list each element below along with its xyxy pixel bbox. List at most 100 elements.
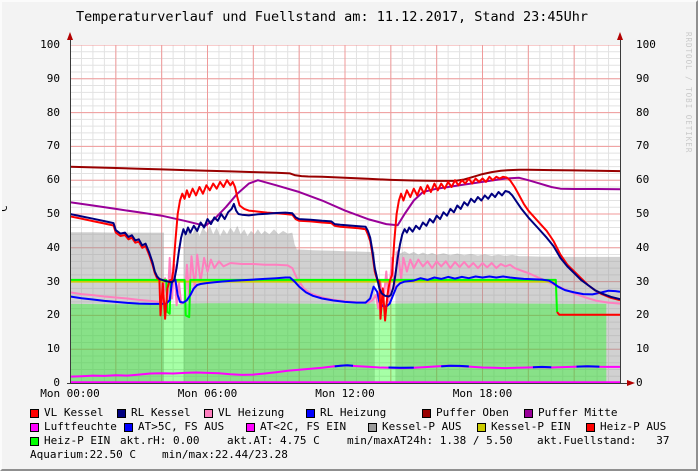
right-axis-line (620, 40, 621, 384)
legend-swatch-icon (30, 408, 39, 418)
legend-status-text: akt.AT: 4.75 C (227, 434, 347, 448)
y-tick-label-left-0: 0 (53, 376, 60, 389)
series-area-kessel-p-aus (183, 225, 375, 383)
y-tick-label-left-90: 90 (46, 71, 60, 85)
legend-label: Puffer Oben (436, 406, 509, 419)
left-axis-line (70, 40, 71, 384)
series-area-kessel-p-aus (70, 232, 164, 383)
legend-item: AT<2C, FS EIN (246, 420, 368, 434)
rrdtool-watermark: RRDTOOL / TOBI OETIKER (684, 32, 693, 154)
legend-swatch-icon (586, 422, 595, 432)
x-tick-label-18: Mon 18:00 (452, 387, 513, 400)
legend-swatch-icon (368, 422, 377, 432)
legend-label: Kessel-P EIN (491, 420, 571, 433)
series-area-kessel-p-aus (395, 251, 620, 383)
legend: VL Kessel RL Kessel VL Heizung RL Heizung Pu… (30, 406, 696, 462)
legend-swatch-icon (524, 408, 533, 418)
y-tick-label-right-80: 80 (636, 105, 650, 119)
plot-area (70, 45, 620, 383)
y-tick-label-right-50: 50 (636, 207, 650, 220)
legend-item: Heiz-P AUS (586, 420, 666, 434)
legend-label: Heiz-P AUS (600, 420, 667, 433)
legend-item: AT>5C, FS AUS (124, 420, 246, 434)
series-line-vl-kessel (70, 175, 620, 322)
legend-label: min/maxAT24h: 1.38 / 5.50 (347, 434, 513, 447)
left-axis-arrow-icon (66, 32, 73, 40)
legend-item: Puffer Oben (422, 406, 524, 420)
y-tick-label-right-100: 100 (636, 38, 656, 51)
legend-item: Kessel-P EIN (477, 420, 586, 434)
y-tick-label-right-0: 0 (636, 376, 643, 389)
legend-swatch-icon (124, 422, 133, 432)
legend-status-text: min/maxAT24h: 1.38 / 5.50 (347, 434, 537, 448)
legend-swatch-icon (117, 408, 126, 418)
legend-label: VL Kessel (44, 406, 104, 419)
legend-item: Kessel-P AUS (368, 420, 477, 434)
legend-label: Aquarium:22.50 C (30, 448, 136, 461)
legend-item: Heiz-P EIN (30, 434, 120, 448)
legend-status-text: akt.Fuellstand: 37 (537, 434, 669, 448)
y-axis-label: C (2, 205, 10, 212)
legend-label: akt.AT: 4.75 C (227, 434, 320, 447)
y-tick-label-left-70: 70 (46, 139, 60, 153)
legend-item: Puffer Mitte (524, 406, 617, 420)
series-line-puffer-mitte (70, 176, 620, 227)
y-tick-label-right-60: 60 (636, 173, 650, 187)
legend-swatch-icon (30, 422, 39, 432)
x-axis-arrow-icon (627, 379, 635, 386)
chart-canvas (70, 45, 620, 383)
series-line-rl-kessel (70, 190, 620, 301)
y-tick-label-left-10: 10 (46, 342, 60, 356)
right-axis-arrow-icon (616, 32, 623, 40)
legend-label: AT>5C, FS AUS (138, 420, 225, 433)
x-tick-label-0: Mon 00:00 (40, 387, 100, 400)
y-tick-label-right-10: 10 (636, 342, 650, 356)
legend-row-3: Heiz-P EIN akt.rH: 0.00 akt.AT: 4.75 C min/… (30, 434, 696, 448)
legend-status-text: akt.rH: 0.00 (120, 434, 227, 448)
x-tick-label-12: Mon 12:00 (315, 387, 375, 400)
x-axis-line (67, 383, 627, 384)
y-tick-label-left-100: 100 (40, 38, 60, 51)
legend-item: RL Kessel (117, 406, 204, 420)
legend-status-text: min/max:22.44/23.28 (162, 448, 288, 462)
y-tick-label-left-40: 40 (46, 240, 60, 254)
legend-status-text: Aquarium:22.50 C (30, 448, 162, 462)
y-tick-label-left-80: 80 (46, 105, 60, 119)
y-tick-label-right-40: 40 (636, 240, 650, 254)
legend-label: RL Kessel (131, 406, 191, 419)
legend-row-2: Luftfeuchte AT>5C, FS AUS AT<2C, FS EIN Kes… (30, 420, 696, 434)
legend-row-4: Aquarium:22.50 C min/max:22.44/23.28 (30, 448, 696, 462)
x-tick-label-6: Mon 06:00 (177, 387, 238, 400)
y-tick-label-right-90: 90 (636, 71, 650, 85)
chart-title: Temperaturverlauf und Fuellstand am: 11.… (75, 9, 589, 25)
series-line-heiz-p-aus (556, 311, 620, 316)
y-tick-label-right-20: 20 (636, 308, 650, 322)
legend-label: Kessel-P AUS (382, 420, 462, 433)
legend-item: RL Heizung (306, 406, 422, 420)
legend-label: RL Heizung (320, 406, 387, 419)
legend-item: VL Heizung (204, 406, 306, 420)
legend-label: akt.Fuellstand: 37 (537, 434, 670, 447)
legend-label: Luftfeuchte (44, 420, 117, 433)
legend-swatch-icon (204, 408, 213, 418)
legend-label: akt.rH: 0.00 (120, 434, 200, 447)
legend-swatch-icon (306, 408, 315, 418)
legend-label: Heiz-P EIN (44, 434, 111, 447)
legend-item: VL Kessel (30, 406, 117, 420)
legend-label: AT<2C, FS EIN (260, 420, 347, 433)
y-tick-label-left-30: 30 (46, 274, 60, 288)
legend-label: Puffer Mitte (538, 406, 618, 419)
legend-swatch-icon (246, 422, 255, 432)
y-tick-label-right-30: 30 (636, 274, 650, 288)
y-tick-label-right-70: 70 (636, 139, 650, 153)
y-tick-label-left-20: 20 (46, 308, 60, 322)
legend-item: Luftfeuchte (30, 420, 124, 434)
legend-swatch-icon (422, 408, 431, 418)
series-line-puffer-oben (70, 165, 620, 182)
legend-swatch-icon (477, 422, 486, 432)
legend-swatch-icon (30, 436, 39, 446)
series-line-at-5c-fs-aus (334, 364, 354, 368)
series-line-at-5c-fs-aus (441, 364, 469, 368)
legend-label: min/max:22.44/23.28 (162, 448, 288, 461)
